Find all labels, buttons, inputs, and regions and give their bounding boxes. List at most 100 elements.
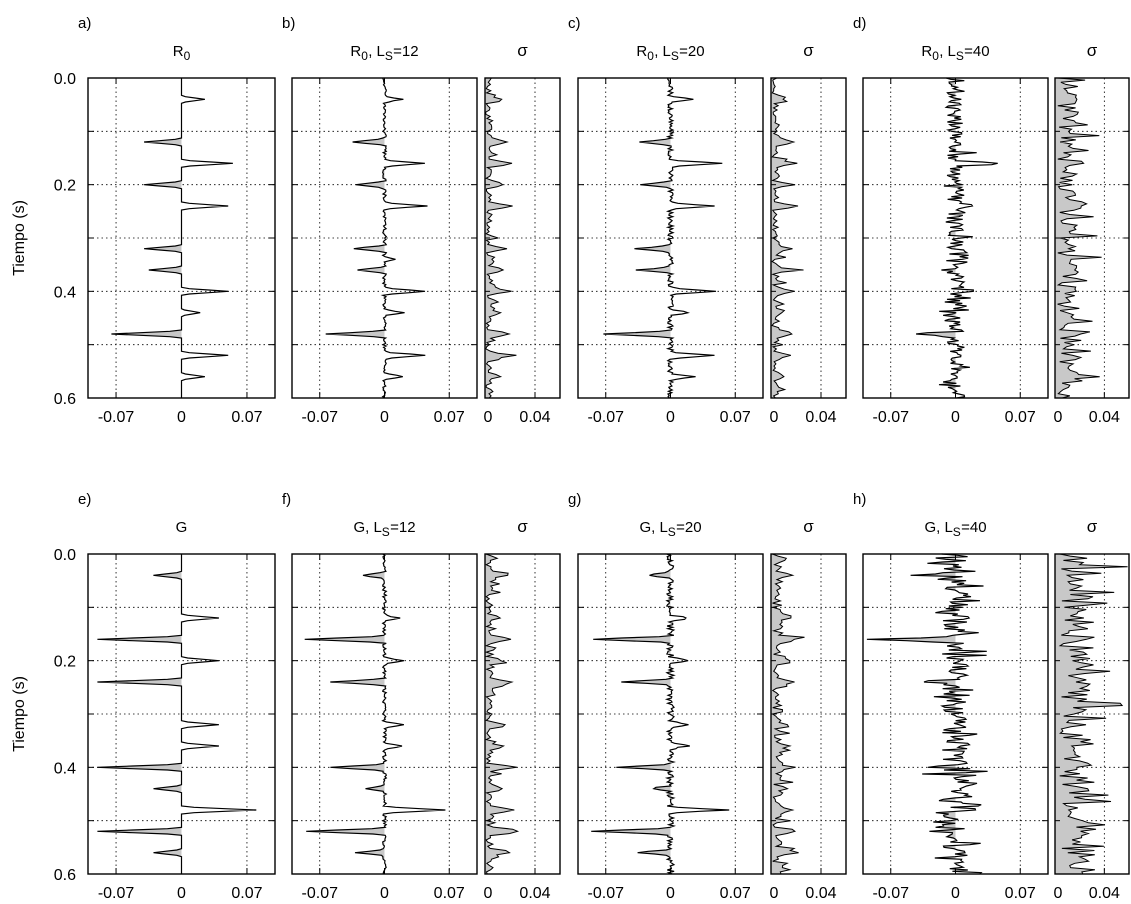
sigma-x-tick-label: 0.04 (1089, 885, 1120, 902)
y-tick-label: 0.0 (54, 547, 76, 564)
panel-label-f: f) (282, 491, 291, 508)
panel-title-g: G, LS =20 (639, 519, 701, 539)
x-tick-label: 0.07 (1005, 409, 1036, 426)
y-tick-label: 0.2 (54, 178, 76, 195)
trace-line-e (97, 554, 257, 874)
panel-title-f: G, LS =12 (353, 519, 415, 539)
sigma-panel-h: σ 0 0.04 (1054, 517, 1130, 902)
x-tick-label: 0 (666, 885, 675, 902)
sigma-curve-d (1054, 77, 1102, 399)
trace-line-h (866, 553, 988, 875)
y-tick-label: 0.6 (54, 391, 76, 408)
sigma-curve-g (770, 553, 805, 875)
panel-title-d: R0 , LS =40 (921, 43, 989, 63)
trace-fill-c (603, 78, 671, 398)
sigma-x-tick-label: 0 (770, 409, 779, 426)
x-tick-label: 0.07 (720, 885, 751, 902)
sigma-title: σ (803, 517, 814, 536)
x-tick-label: 0.07 (434, 885, 465, 902)
panel-b: b) R0 , LS =12 -0.07 0 0.07 (282, 15, 478, 426)
sigma-x-tick-label: 0 (1054, 885, 1063, 902)
trace-fill-g (591, 554, 671, 874)
trace-fill-f (304, 554, 385, 874)
x-tick-label: 0 (951, 885, 960, 902)
sigma-x-tick-label: 0.04 (519, 885, 550, 902)
sigma-x-tick-label: 0 (484, 885, 493, 902)
panel-c: c) R0 , LS =20 -0.07 0 0.07 (568, 15, 764, 426)
sigma-panel-f: σ 0 0.04 (484, 517, 561, 902)
sigma-title: σ (803, 41, 814, 60)
trace-line-a (111, 78, 233, 398)
sigma-title: σ (517, 517, 528, 536)
trace-line-g (591, 553, 730, 875)
panel-label-d: d) (853, 15, 866, 32)
sigma-title: σ (1087, 41, 1098, 60)
sigma-curve-f (484, 553, 520, 875)
sigma-panel-d: σ 0 0.04 (1054, 41, 1130, 426)
panel-d: d) R0 , LS =40 -0.07 0 0.07 (853, 15, 1049, 426)
sigma-panel-c: σ 0 0.04 (770, 41, 847, 426)
panel-title-c: R0 , LS =20 (636, 43, 704, 63)
panel-label-a: a) (78, 15, 91, 32)
x-tick-label: 0 (951, 409, 960, 426)
x-tick-label: 0.07 (1005, 885, 1036, 902)
sigma-curve-c (770, 77, 804, 399)
panel-label-b: b) (282, 15, 295, 32)
x-tick-label: 0.07 (434, 409, 465, 426)
sigma-panel-g: σ 0 0.04 (770, 517, 847, 902)
panel-label-c: c) (568, 15, 581, 32)
y-tick-label: 0.2 (54, 654, 76, 671)
panel-title-b: R0 , LS =12 (350, 43, 418, 63)
trace-fill-d (916, 78, 956, 398)
panel-f: f) G, LS =12 -0.07 0 0.07 (282, 491, 478, 902)
y-tick-label: 0.4 (54, 284, 76, 301)
trace-line-b (325, 77, 428, 399)
sigma-x-tick-label: 0.04 (805, 885, 836, 902)
x-tick-label: -0.07 (98, 885, 135, 902)
x-tick-label: -0.07 (588, 409, 625, 426)
x-tick-label: -0.07 (302, 885, 339, 902)
trace-line-c (603, 77, 723, 399)
trace-line-f (304, 553, 446, 875)
panel-title-h: G, LS =40 (924, 519, 986, 539)
trace-fill-e (97, 554, 182, 874)
y-axis-label: Tiempo (s) (11, 676, 28, 752)
y-tick-label: 0.6 (54, 867, 76, 884)
panel-label-h: h) (853, 491, 866, 508)
panel-e: e) G -0.07 0 0.07 0.0 0.2 0.4 0.6 Tiempo (s) (11, 491, 276, 902)
x-tick-label: 0 (666, 409, 675, 426)
trace-line-d (916, 77, 998, 399)
panel-label-e: e) (78, 491, 91, 508)
x-tick-label: -0.07 (873, 409, 910, 426)
y-tick-label: 0.0 (54, 71, 76, 88)
panel-a: a) R0 -0.07 0 0.07 0.0 0.2 0.4 0.6 Tiempo (s) (11, 15, 276, 426)
panel-label-g: g) (568, 491, 581, 508)
y-axis-label: Tiempo (s) (11, 200, 28, 276)
x-tick-label: -0.07 (873, 885, 910, 902)
sigma-curve-b (484, 77, 517, 399)
x-tick-label: 0 (380, 409, 389, 426)
x-tick-label: -0.07 (302, 409, 339, 426)
sigma-x-tick-label: 0 (484, 409, 493, 426)
trace-fill-a (111, 78, 182, 398)
sigma-title: σ (1087, 517, 1098, 536)
x-tick-label: -0.07 (98, 409, 135, 426)
sigma-x-tick-label: 0 (1054, 409, 1063, 426)
sigma-title: σ (517, 41, 528, 60)
x-tick-label: 0.07 (231, 409, 262, 426)
x-tick-label: -0.07 (588, 885, 625, 902)
sigma-x-tick-label: 0.04 (805, 409, 836, 426)
x-tick-label: 0 (177, 409, 186, 426)
sigma-x-tick-label: 0.04 (1089, 409, 1120, 426)
x-tick-label: 0.07 (231, 885, 262, 902)
panel-g: g) G, LS =20 -0.07 0 0.07 (568, 491, 764, 902)
x-tick-label: 0 (380, 885, 389, 902)
sigma-x-tick-label: 0.04 (519, 409, 550, 426)
sigma-curve-h (1054, 553, 1128, 875)
x-tick-label: 0.07 (720, 409, 751, 426)
sigma-panel-b: σ 0 0.04 (484, 41, 561, 426)
panel-h: h) G, LS =40 -0.07 0 0.07 (853, 491, 1049, 902)
y-tick-label: 0.4 (54, 760, 76, 777)
x-tick-label: 0 (177, 885, 186, 902)
